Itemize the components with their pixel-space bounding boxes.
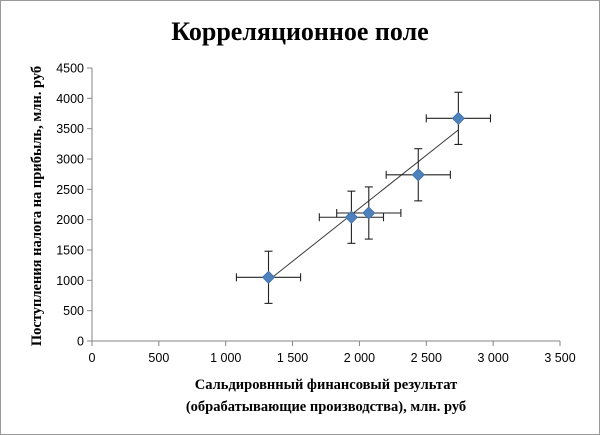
x-tick-label: 1 000 <box>210 351 241 365</box>
y-tick-label: 4000 <box>56 92 84 106</box>
y-tick-label: 3000 <box>56 153 84 167</box>
y-tick-label: 1000 <box>56 274 84 288</box>
x-tick-label: 0 <box>89 351 96 365</box>
x-axis-ticks: 0 500 1 000 1 500 2 000 2 500 3 000 3 500 <box>89 341 576 365</box>
x-tick-label: 2 000 <box>344 351 375 365</box>
y-tick-label: 500 <box>63 304 84 318</box>
x-tick-label: 1 500 <box>277 351 308 365</box>
y-axis-title: Поступления налога на прибыль, млн. руб <box>29 66 45 346</box>
data-point <box>261 270 276 284</box>
y-axis-ticks: 0 500 1000 1500 2000 2500 3000 3500 4000 4500 <box>56 62 92 349</box>
y-tick-label: 2500 <box>56 183 84 197</box>
x-tick-label: 3 000 <box>478 351 509 365</box>
x-axis-title-line-2: (обрабатывающие производства), млн. руб <box>186 399 466 415</box>
error-bars <box>235 91 492 304</box>
y-tick-label: 1500 <box>56 244 84 258</box>
trendline <box>268 129 459 281</box>
x-tick-label: 3 500 <box>544 351 575 365</box>
data-point <box>362 206 376 220</box>
y-tick-label: 2000 <box>56 213 84 227</box>
y-tick-label: 4500 <box>56 62 84 76</box>
data-point <box>344 210 358 224</box>
x-tick-label: 500 <box>148 351 169 365</box>
y-tick-label: 3500 <box>56 122 84 136</box>
chart-title: Корреляционное поле <box>171 17 428 46</box>
y-tick-label: 0 <box>77 335 84 349</box>
trendline-group <box>268 129 459 281</box>
x-tick-label: 2 500 <box>411 351 442 365</box>
data-points <box>261 111 465 284</box>
data-point <box>451 111 465 125</box>
x-axis-title-line-1: Сальдировнный финансовый результат <box>195 377 457 393</box>
data-point <box>411 168 425 182</box>
